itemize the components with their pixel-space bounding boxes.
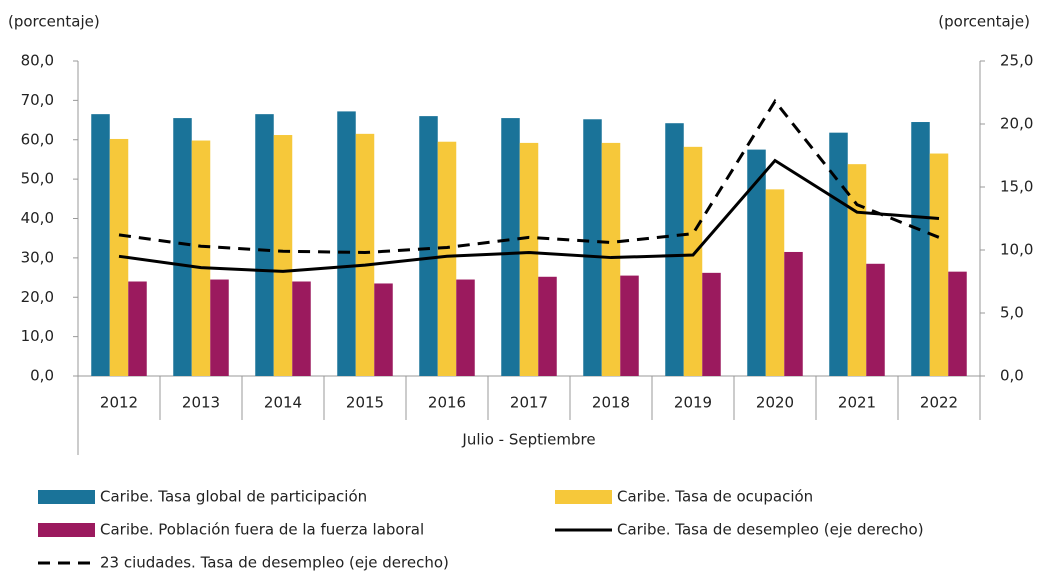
y-tick-label: 50,0 bbox=[21, 170, 54, 188]
legend-swatch bbox=[38, 523, 95, 537]
bar bbox=[583, 119, 602, 377]
x-tick-label: 2019 bbox=[674, 394, 712, 412]
bar bbox=[702, 272, 721, 376]
bar bbox=[273, 135, 293, 376]
x-axis-label: Julio - Septiembre bbox=[461, 431, 595, 449]
bar bbox=[355, 133, 375, 376]
y2-axis-label: (porcentaje) bbox=[938, 13, 1030, 31]
bar bbox=[929, 153, 949, 376]
bar bbox=[683, 146, 703, 376]
bar bbox=[911, 122, 930, 376]
legend-label: Caribe. Tasa de desempleo (eje derecho) bbox=[617, 521, 924, 539]
bar bbox=[173, 118, 192, 376]
y-tick-label: 0,0 bbox=[30, 367, 54, 385]
bar bbox=[747, 149, 766, 376]
y2-tick-label: 5,0 bbox=[1000, 304, 1024, 322]
bar bbox=[437, 141, 457, 376]
bar bbox=[519, 142, 539, 376]
y-tick-label: 10,0 bbox=[21, 327, 54, 345]
line-series bbox=[118, 158, 940, 273]
bar bbox=[128, 281, 147, 376]
bar bbox=[456, 279, 475, 376]
bar bbox=[374, 283, 393, 376]
bar bbox=[191, 140, 211, 376]
bar bbox=[419, 116, 438, 376]
bar bbox=[665, 123, 684, 377]
x-tick-label: 2014 bbox=[264, 394, 302, 412]
bar bbox=[210, 279, 229, 376]
legend-label: Caribe. Tasa global de participación bbox=[100, 488, 367, 506]
y-axis-label: (porcentaje) bbox=[8, 13, 100, 31]
bar bbox=[948, 271, 967, 376]
x-tick-label: 2018 bbox=[592, 394, 630, 412]
y2-tick-label: 25,0 bbox=[1000, 52, 1033, 70]
legend-label: Caribe. Tasa de ocupación bbox=[617, 488, 813, 506]
x-tick-label: 2016 bbox=[428, 394, 466, 412]
bar bbox=[866, 263, 885, 376]
x-tick-label: 2015 bbox=[346, 394, 384, 412]
x-tick-label: 2020 bbox=[756, 394, 794, 412]
y-tick-label: 80,0 bbox=[21, 52, 54, 70]
legend-label: 23 ciudades. Tasa de desempleo (eje dere… bbox=[100, 554, 449, 572]
bar bbox=[538, 276, 557, 376]
y-tick-label: 40,0 bbox=[21, 209, 54, 227]
legend-swatch bbox=[555, 490, 612, 504]
bar bbox=[501, 118, 520, 376]
y-tick-label: 60,0 bbox=[21, 130, 54, 148]
legend-label: Caribe. Población fuera de la fuerza lab… bbox=[100, 521, 424, 539]
x-tick-label: 2022 bbox=[920, 394, 958, 412]
x-tick-label: 2017 bbox=[510, 394, 548, 412]
legend-swatch bbox=[38, 490, 95, 504]
x-tick-label: 2021 bbox=[838, 394, 876, 412]
y2-tick-label: 20,0 bbox=[1000, 115, 1033, 133]
y-tick-label: 70,0 bbox=[21, 91, 54, 109]
y-tick-label: 30,0 bbox=[21, 248, 54, 266]
x-tick-label: 2013 bbox=[182, 394, 220, 412]
bar bbox=[255, 114, 274, 376]
x-tick-label: 2012 bbox=[100, 394, 138, 412]
bar bbox=[765, 189, 785, 376]
bar bbox=[829, 132, 848, 376]
bar bbox=[91, 114, 110, 376]
bar bbox=[847, 164, 867, 376]
y2-tick-label: 0,0 bbox=[1000, 367, 1024, 385]
bar bbox=[784, 251, 803, 376]
line-series bbox=[118, 98, 940, 255]
y2-tick-label: 15,0 bbox=[1000, 178, 1033, 196]
bar bbox=[620, 275, 639, 376]
bar bbox=[292, 281, 311, 376]
bar bbox=[601, 142, 621, 376]
bar bbox=[337, 111, 356, 377]
y2-tick-label: 10,0 bbox=[1000, 241, 1033, 259]
y-tick-label: 20,0 bbox=[21, 288, 54, 306]
